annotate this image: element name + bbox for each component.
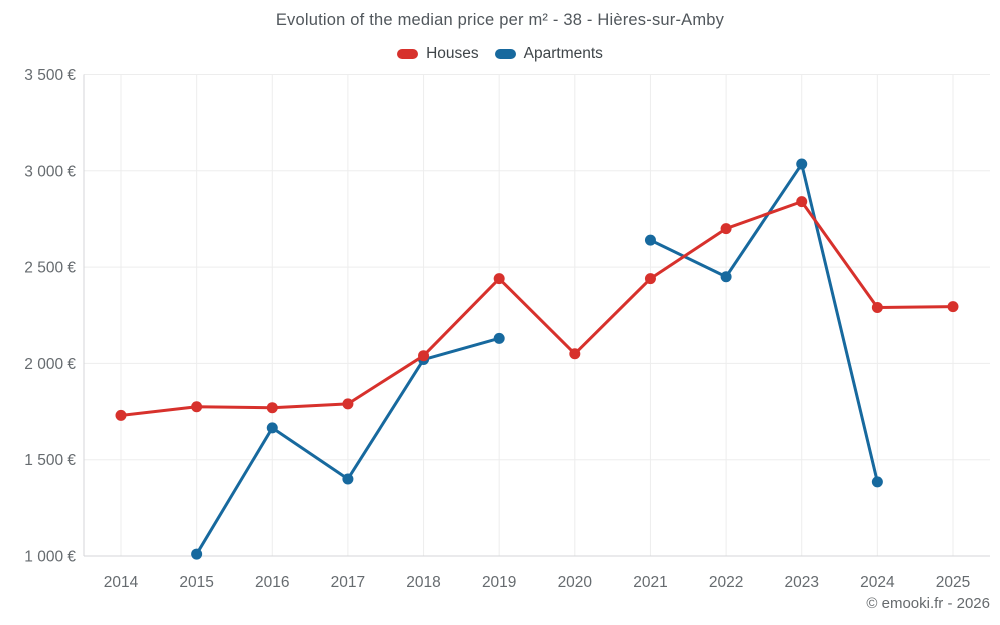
data-point-apartments-2019[interactable] <box>493 332 505 344</box>
x-tick-label-2015: 2015 <box>179 574 213 591</box>
data-point-houses-2025[interactable] <box>947 301 959 313</box>
data-point-houses-2024[interactable] <box>871 302 883 314</box>
data-point-houses-2019[interactable] <box>493 273 505 285</box>
y-tick-label-1500: 1 500 € <box>24 452 76 469</box>
data-point-houses-2014[interactable] <box>115 409 127 421</box>
legend-swatch-houses <box>397 49 419 59</box>
data-point-apartments-2021[interactable] <box>644 234 656 246</box>
chart-legend: Houses Apartments <box>0 45 1000 63</box>
x-tick-label-2022: 2022 <box>709 574 743 591</box>
data-point-apartments-2017[interactable] <box>342 473 354 485</box>
data-point-houses-2018[interactable] <box>418 350 430 362</box>
x-tick-label-2020: 2020 <box>558 574 593 591</box>
series-line-apartments[interactable] <box>648 162 879 484</box>
data-point-apartments-2024[interactable] <box>871 476 883 488</box>
series-line-houses[interactable] <box>119 200 955 417</box>
data-point-houses-2023[interactable] <box>796 196 808 208</box>
legend-item-houses[interactable]: Houses <box>397 45 479 63</box>
data-point-houses-2020[interactable] <box>569 348 581 360</box>
data-point-houses-2021[interactable] <box>644 273 656 285</box>
data-point-houses-2017[interactable] <box>342 398 354 410</box>
y-tick-label-2000: 2 000 € <box>24 356 76 373</box>
chart-title: Evolution of the median price per m² - 3… <box>275 11 725 29</box>
copyright-text: © emooki.fr - 2026 <box>866 595 990 612</box>
x-tick-label-2024: 2024 <box>860 574 895 591</box>
x-tick-label-2016: 2016 <box>255 574 289 591</box>
data-point-apartments-2015[interactable] <box>191 548 203 560</box>
x-tick-label-2021: 2021 <box>633 574 667 591</box>
x-tick-label-2018: 2018 <box>406 574 440 591</box>
y-tick-label-1000: 1 000 € <box>24 549 76 566</box>
x-tick-label-2023: 2023 <box>784 574 818 591</box>
legend-swatch-apartments <box>494 49 516 59</box>
data-point-houses-2015[interactable] <box>191 401 203 413</box>
data-point-houses-2022[interactable] <box>720 223 732 235</box>
data-point-apartments-2023[interactable] <box>796 158 808 170</box>
data-point-apartments-2022[interactable] <box>720 271 732 283</box>
y-tick-label-2500: 2 500 € <box>24 260 76 277</box>
x-tick-label-2025: 2025 <box>936 574 970 591</box>
legend-label: Apartments <box>523 45 603 62</box>
data-point-apartments-2016[interactable] <box>266 422 278 434</box>
x-tick-label-2019: 2019 <box>482 574 516 591</box>
data-point-houses-2016[interactable] <box>266 402 278 414</box>
x-tick-label-2017: 2017 <box>331 574 365 591</box>
y-tick-label-3500: 3 500 € <box>24 67 76 84</box>
legend-label: Houses <box>426 45 479 62</box>
legend-item-apartments[interactable]: Apartments <box>494 45 603 63</box>
y-tick-label-3000: 3 000 € <box>24 163 76 180</box>
x-tick-label-2014: 2014 <box>104 574 139 591</box>
